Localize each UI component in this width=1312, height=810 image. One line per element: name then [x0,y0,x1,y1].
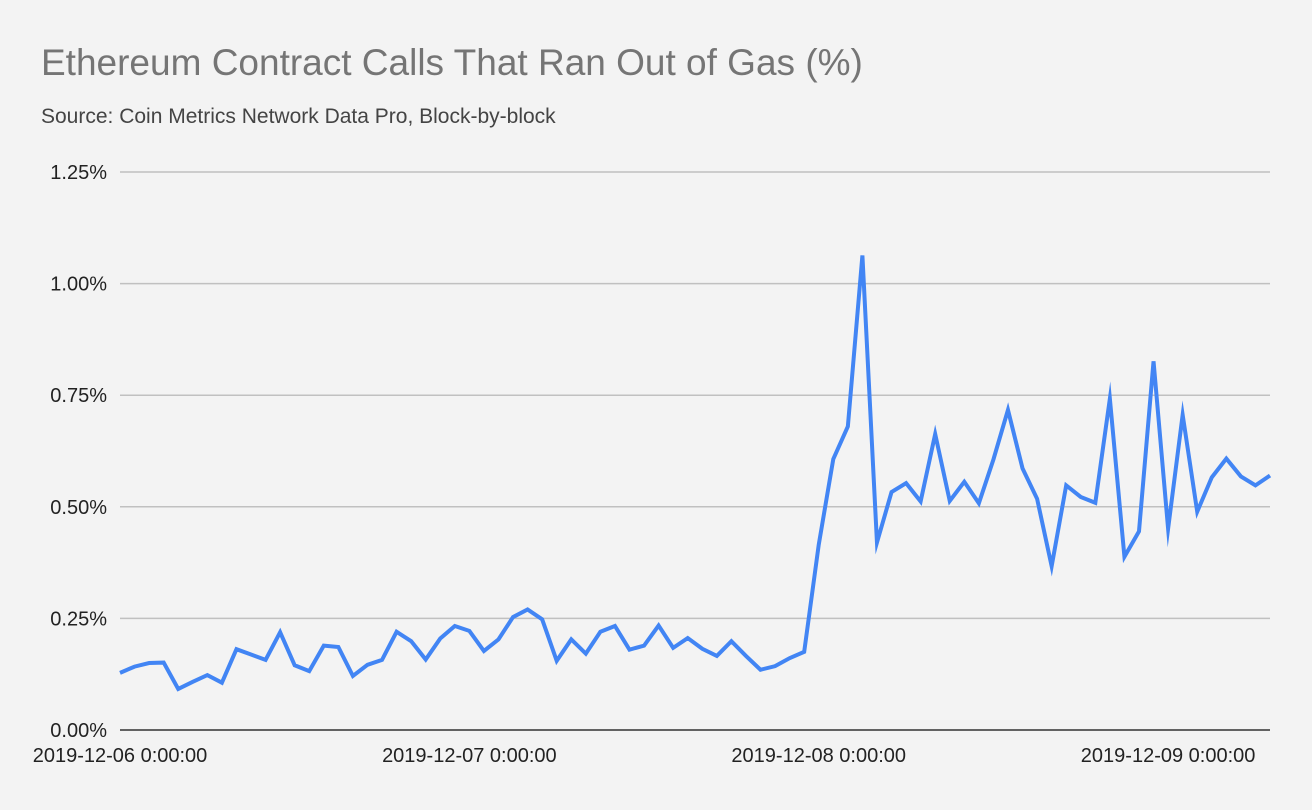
data-point [1223,456,1229,462]
data-point [889,489,895,495]
data-point [714,653,720,659]
data-point [918,498,924,504]
data-point [146,660,152,666]
data-point [685,635,691,641]
data-point [452,623,458,629]
data-point [219,680,225,686]
data-point [830,456,836,462]
y-tick-label: 0.25% [50,608,107,630]
data-point [1267,473,1273,479]
x-tick-label: 2019-12-08 0:00:00 [731,745,906,767]
data-point [190,679,196,685]
data-point [306,668,312,674]
y-tick-label: 0.00% [50,720,107,742]
data-point [1063,482,1069,488]
data-point [394,629,400,635]
data-point [510,614,516,620]
data-point [1034,496,1040,502]
x-axis-ticks: 2019-12-06 0:00:00 2019-12-07 0:00:00 2019… [33,745,1256,767]
series-line [119,255,1272,692]
data-point [495,636,501,642]
data-point [626,647,632,653]
y-tick-label: 0.75% [50,385,107,407]
data-point [1151,358,1157,364]
data-point [641,643,647,649]
data-point [1020,465,1026,471]
data-point [350,673,356,679]
data-point [1238,473,1244,479]
data-point [379,657,385,663]
series-layer [117,252,1273,692]
y-tick-label: 0.50% [50,497,107,519]
data-point [423,656,429,662]
data-point [990,456,996,462]
data-point [321,643,327,649]
data-point [1049,563,1055,569]
data-point [1005,407,1011,413]
data-point [132,664,138,670]
data-point [437,635,443,641]
data-point [277,629,283,635]
data-point [743,653,749,659]
data-point [903,480,909,486]
data-point [597,629,603,635]
data-point [161,660,167,666]
data-point [117,670,123,676]
x-tick-label: 2019-12-07 0:00:00 [382,745,557,767]
data-point [656,623,662,629]
data-point [1078,494,1084,500]
data-point [1121,554,1127,560]
data-point [568,636,574,642]
data-point [335,644,341,650]
data-point [1165,526,1171,532]
data-point [175,686,181,692]
data-point [408,638,414,644]
x-tick-label: 2019-12-09 0:00:00 [1081,745,1256,767]
data-point [1092,500,1098,506]
data-point [801,649,807,655]
chart-title: Ethereum Contract Calls That Ran Out of … [41,42,863,83]
data-point [816,542,822,548]
data-point [1252,482,1258,488]
data-point [976,500,982,506]
data-point [292,662,298,668]
data-point [728,638,734,644]
y-tick-label: 1.25% [50,162,107,184]
data-point [758,667,764,673]
data-point [699,646,705,652]
data-point [947,498,953,504]
data-point [1107,396,1113,402]
gridlines [120,171,1270,620]
chart-subtitle: Source: Coin Metrics Network Data Pro, B… [41,105,556,128]
data-point [845,423,851,429]
data-point [1180,412,1186,418]
data-point [263,657,269,663]
x-tick-label: 2019-12-06 0:00:00 [33,745,208,767]
data-point [1209,474,1215,480]
data-point [583,651,589,657]
data-point [772,663,778,669]
data-point [204,672,210,678]
data-point [787,655,793,661]
data-point [874,540,880,546]
data-point [932,431,938,437]
data-point [481,648,487,654]
y-tick-label: 1.00% [50,274,107,296]
data-point [859,252,865,258]
data-point [961,479,967,485]
data-point [466,628,472,634]
data-point [612,623,618,629]
data-point [1136,528,1142,534]
data-point [554,658,560,664]
data-point [1194,509,1200,515]
data-point [670,645,676,651]
y-axis-ticks: 0.00% 0.25% 0.50% 0.75% 1.00% 1.25% [50,162,107,742]
data-point [248,652,254,658]
data-point [233,646,239,652]
data-point [364,662,370,668]
data-point [539,616,545,622]
data-point [525,606,531,612]
